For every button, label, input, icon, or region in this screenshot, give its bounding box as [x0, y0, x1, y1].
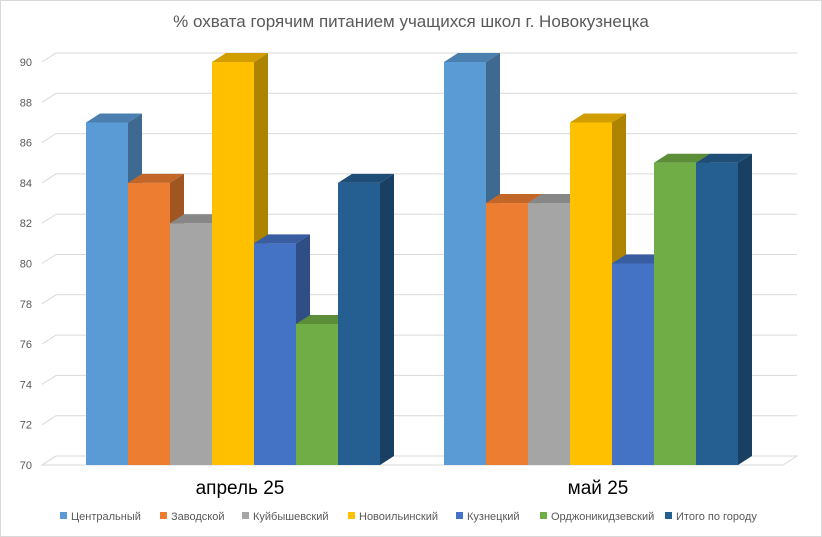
- y-tick-label: 74: [20, 379, 32, 391]
- chart-title: % охвата горячим питанием учащихся школ …: [173, 12, 649, 31]
- legend-swatch: [242, 512, 249, 519]
- y-tick-label: 76: [20, 339, 32, 351]
- legend-label: Новоильинский: [359, 511, 439, 523]
- legend-swatch: [456, 512, 463, 519]
- legend-swatch: [665, 512, 672, 519]
- y-axis-ticks: 70 72 74 76 78 80 82 84 86 88 90: [20, 57, 32, 472]
- legend-item: Центральный: [60, 511, 141, 523]
- x-axis-categories: апрель 25 май 25: [196, 478, 629, 499]
- y-tick-label: 90: [20, 57, 32, 69]
- legend-swatch: [60, 512, 67, 519]
- y-tick-label: 78: [20, 299, 32, 311]
- gridline: [41, 52, 797, 63]
- legend-swatch: [348, 512, 355, 519]
- legend-item: Новоильинский: [348, 511, 438, 523]
- y-tick-label: 82: [20, 218, 32, 230]
- gridline: [41, 92, 797, 103]
- x-category-label: апрель 25: [196, 478, 285, 499]
- legend-label: Кузнецкий: [467, 511, 520, 523]
- legend-label: Орджоникидзевский: [551, 511, 655, 523]
- legend-label: Куйбышевский: [253, 511, 329, 523]
- y-tick-label: 70: [20, 460, 32, 472]
- bar: [696, 153, 752, 465]
- gridline: [41, 133, 797, 144]
- bars: [86, 53, 752, 466]
- y-tick-label: 84: [20, 178, 32, 190]
- y-tick-label: 72: [20, 420, 32, 432]
- legend-item: Куйбышевский: [242, 511, 329, 523]
- legend-swatch: [160, 512, 167, 519]
- gridline: [41, 173, 797, 184]
- y-tick-label: 80: [20, 259, 32, 271]
- legend-item: Итого по городу: [665, 511, 757, 523]
- legend-item: Кузнецкий: [456, 511, 520, 523]
- legend-label: Центральный: [71, 511, 141, 523]
- x-category-label: май 25: [568, 478, 629, 499]
- legend-label: Заводской: [171, 511, 225, 523]
- bar: [338, 173, 394, 465]
- legend: Центральный Заводской Куйбышевский Новоильи…: [0, 511, 822, 525]
- legend-swatch: [540, 512, 547, 519]
- legend-item: Заводской: [160, 511, 224, 523]
- legend-item: Орджоникидзевский: [540, 511, 654, 523]
- legend-label: Итого по городу: [676, 511, 757, 523]
- y-tick-label: 86: [20, 138, 32, 150]
- y-tick-label: 88: [20, 97, 32, 109]
